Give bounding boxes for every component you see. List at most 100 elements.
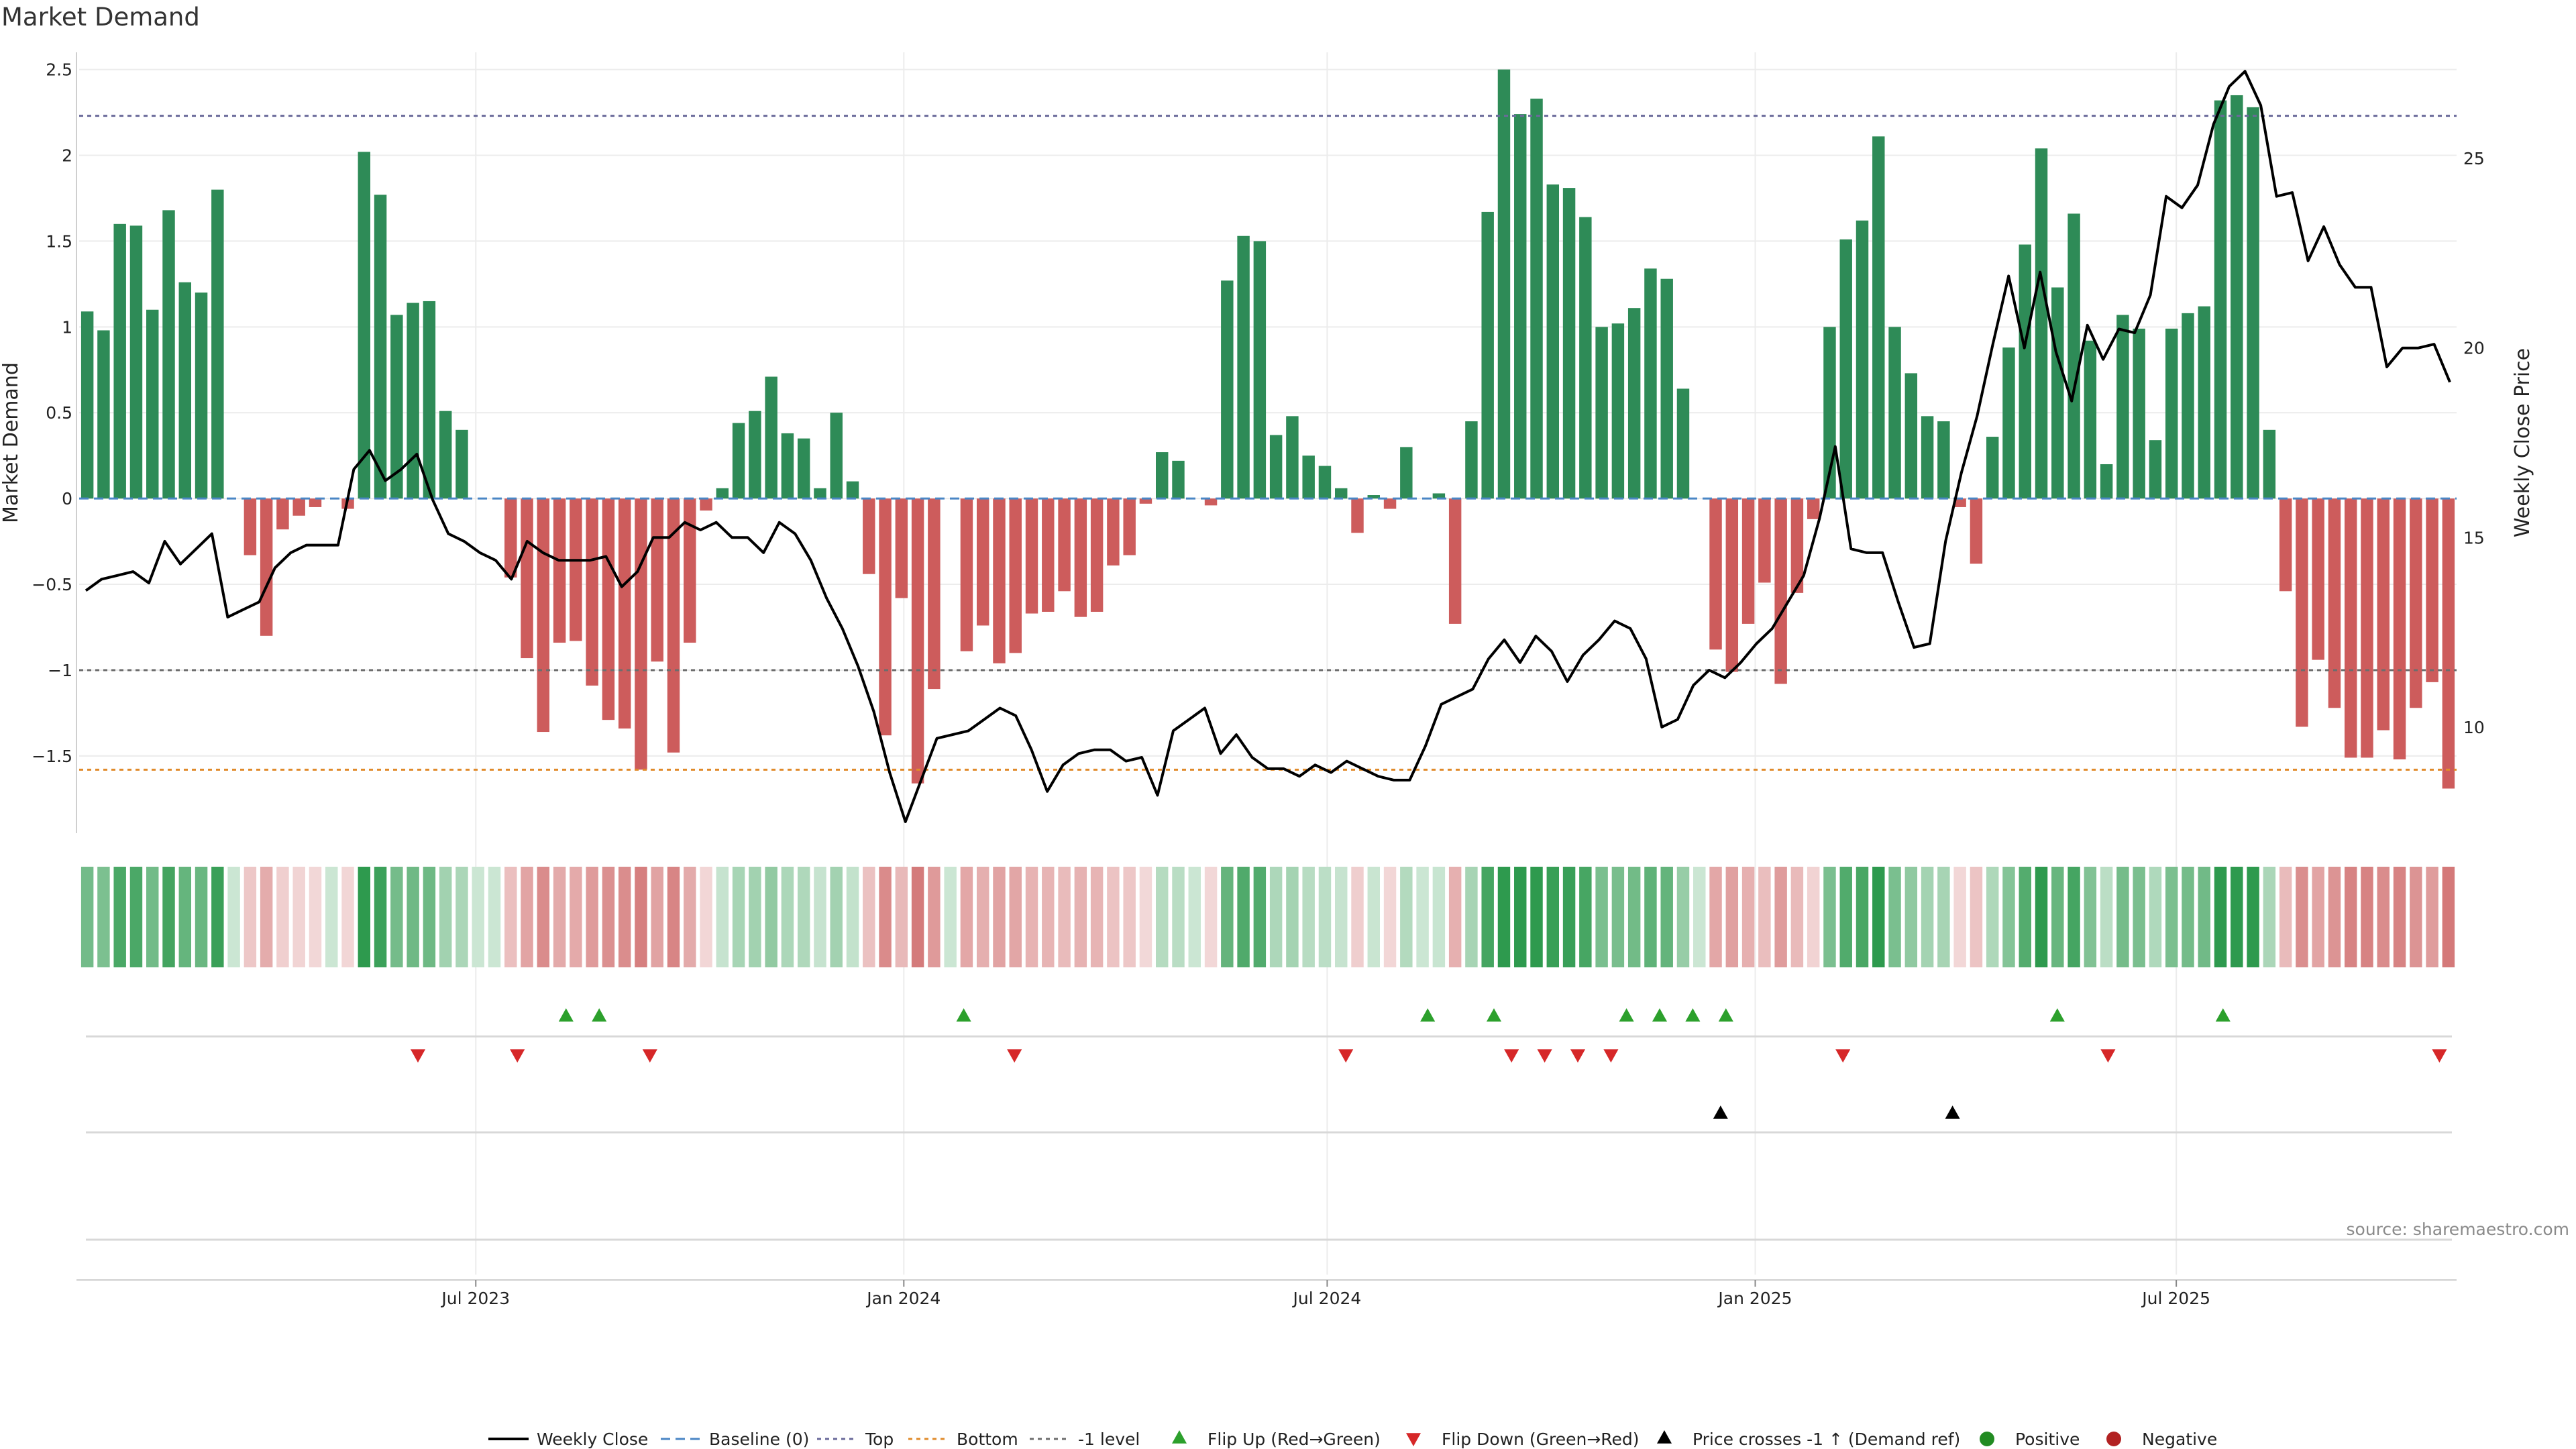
demand-bar — [2214, 100, 2227, 499]
y-tick-label-left: −0.5 — [32, 575, 72, 594]
demand-bar — [1888, 327, 1901, 499]
heat-strip-cell — [97, 867, 110, 967]
y-tick-label-right: 25 — [2463, 149, 2485, 168]
flip-down-marker — [2432, 1049, 2447, 1063]
heat-strip-cell — [1579, 867, 1592, 967]
flip-down-marker — [510, 1049, 525, 1063]
heat-strip-cell — [1774, 867, 1787, 967]
heat-strip-cell — [1286, 867, 1299, 967]
legend-label: Weekly Close — [537, 1430, 648, 1449]
demand-bar — [97, 330, 110, 499]
heat-strip-cell — [113, 867, 126, 967]
flip-up-marker — [1718, 1008, 1733, 1022]
legend-label: Baseline (0) — [709, 1430, 809, 1449]
heat-strip-cell — [439, 867, 452, 967]
heat-strip-cell — [2312, 867, 2324, 967]
demand-bar — [1790, 498, 1804, 593]
demand-bar — [1107, 498, 1120, 566]
heat-strip-cell — [1644, 867, 1657, 967]
flip-up-marker — [1619, 1008, 1634, 1022]
legend-swatch — [1980, 1432, 1994, 1446]
heat-strip-cell — [797, 867, 810, 967]
demand-bar — [2084, 340, 2097, 499]
heat-strip-cell — [1904, 867, 1918, 967]
heat-strip-cell — [1448, 867, 1462, 967]
demand-bar — [1660, 278, 1673, 499]
heat-strip-cell — [1204, 867, 1218, 967]
heat-strip-cell — [1839, 867, 1852, 967]
heat-strip-cell — [1627, 867, 1641, 967]
heat-strip-cell — [1986, 867, 1999, 967]
demand-bar — [1497, 69, 1511, 499]
heat-strip-cell — [1872, 867, 1885, 967]
heat-strip-cell — [1888, 867, 1901, 967]
heat-strip-cell — [1611, 867, 1625, 967]
demand-bar — [1058, 498, 1071, 592]
demand-bar — [521, 498, 533, 659]
heat-strip-cell — [749, 867, 761, 967]
demand-bar — [1302, 455, 1315, 499]
heat-strip-cell — [244, 867, 257, 967]
heat-strip-cell — [1856, 867, 1869, 967]
demand-bar — [1953, 498, 1966, 507]
heat-strip-cell — [1497, 867, 1511, 967]
demand-bar — [1221, 280, 1234, 499]
heat-strip-cell — [716, 867, 729, 967]
y-tick-label-right: 10 — [2463, 718, 2485, 737]
demand-bar — [895, 498, 908, 598]
heat-strip-cell — [2035, 867, 2048, 967]
heat-strip-cell — [1221, 867, 1234, 967]
demand-bar — [2393, 498, 2406, 759]
y-axis-label-right: Weekly Close Price — [2511, 348, 2534, 537]
flip-down-marker — [1570, 1049, 1585, 1063]
y-tick-label-left: 0.5 — [46, 403, 72, 423]
demand-bar — [684, 498, 696, 643]
chart-title: Market Demand — [1, 3, 200, 32]
heat-strip-cell — [2002, 867, 2015, 967]
heat-strip-cell — [1546, 867, 1560, 967]
legend-label: Positive — [2015, 1430, 2080, 1449]
demand-bar — [1367, 495, 1381, 499]
heat-strip-cell — [341, 867, 354, 967]
x-tick-label: Jul 2023 — [440, 1289, 510, 1308]
demand-bar — [407, 303, 419, 499]
demand-bar — [1009, 498, 1022, 653]
x-tick-label: Jul 2025 — [2141, 1289, 2210, 1308]
heat-strip-cell — [1269, 867, 1283, 967]
demand-bar — [1970, 498, 1983, 564]
demand-bar — [602, 498, 615, 720]
heat-strip-cell — [423, 867, 436, 967]
demand-bar — [2182, 313, 2194, 499]
demand-bar — [309, 498, 322, 507]
heat-strip-cell — [146, 867, 159, 967]
heat-strip-cell — [2100, 867, 2113, 967]
heat-strip-cell — [2247, 867, 2259, 967]
heat-strip-cell — [1107, 867, 1120, 967]
demand-bar — [1546, 184, 1560, 499]
heat-strip-cell — [1530, 867, 1543, 967]
heat-strip-cell — [570, 867, 582, 967]
demand-bar — [537, 498, 550, 733]
flip-down-marker — [1504, 1049, 1519, 1063]
demand-bar — [2068, 213, 2080, 499]
demand-bar — [618, 498, 631, 729]
heat-strip-cell — [2279, 867, 2292, 967]
flip-up-marker — [1652, 1008, 1667, 1022]
heat-strip-cell — [651, 867, 663, 967]
demand-bar — [1856, 220, 1869, 499]
demand-bar — [993, 498, 1006, 663]
heat-strip-cell — [2214, 867, 2227, 967]
demand-bar — [1042, 498, 1055, 612]
flip-down-marker — [411, 1049, 425, 1063]
demand-bar — [146, 309, 159, 499]
flip-down-marker — [642, 1049, 657, 1063]
demand-bar — [2051, 287, 2064, 499]
heat-strip-cell — [1302, 867, 1315, 967]
heat-strip-cell — [1741, 867, 1755, 967]
heat-strip-cell — [472, 867, 484, 967]
demand-bar — [439, 411, 452, 499]
heat-strip-cell — [1335, 867, 1348, 967]
demand-bar — [928, 498, 941, 690]
y-tick-label-left: −1.5 — [32, 747, 72, 766]
demand-bar — [2133, 328, 2145, 499]
